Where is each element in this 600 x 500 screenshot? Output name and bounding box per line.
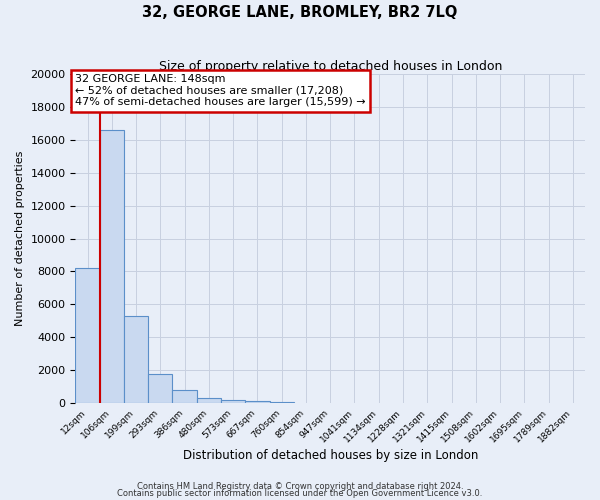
Bar	[76, 268, 100, 403]
Title: Size of property relative to detached houses in London: Size of property relative to detached ho…	[158, 60, 502, 73]
Text: Contains public sector information licensed under the Open Government Licence v3: Contains public sector information licen…	[118, 490, 482, 498]
Bar	[197, 398, 221, 403]
Y-axis label: Number of detached properties: Number of detached properties	[15, 151, 25, 326]
Bar	[245, 402, 269, 403]
Bar	[221, 400, 245, 403]
Bar	[269, 402, 294, 403]
Bar	[172, 390, 197, 403]
Bar	[148, 374, 172, 403]
X-axis label: Distribution of detached houses by size in London: Distribution of detached houses by size …	[182, 450, 478, 462]
Bar	[124, 316, 148, 403]
Text: Contains HM Land Registry data © Crown copyright and database right 2024.: Contains HM Land Registry data © Crown c…	[137, 482, 463, 491]
Bar	[100, 130, 124, 403]
Text: 32 GEORGE LANE: 148sqm
← 52% of detached houses are smaller (17,208)
47% of semi: 32 GEORGE LANE: 148sqm ← 52% of detached…	[76, 74, 366, 108]
Text: 32, GEORGE LANE, BROMLEY, BR2 7LQ: 32, GEORGE LANE, BROMLEY, BR2 7LQ	[142, 5, 458, 20]
